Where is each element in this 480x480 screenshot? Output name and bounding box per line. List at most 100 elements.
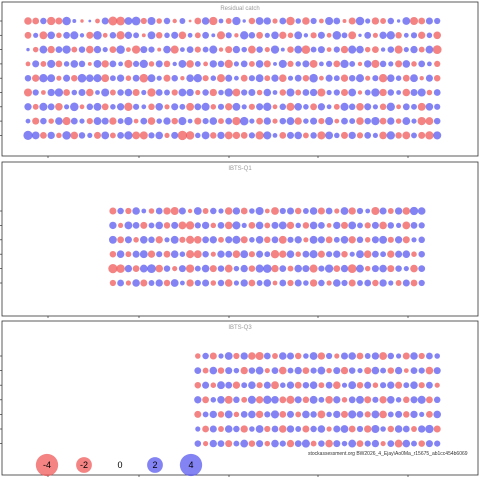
bubble bbox=[402, 117, 411, 126]
bubble bbox=[348, 439, 357, 448]
bubble bbox=[148, 280, 155, 286]
bubble bbox=[148, 208, 155, 214]
bubble bbox=[394, 366, 403, 375]
bubble bbox=[302, 410, 310, 419]
bubble bbox=[403, 32, 409, 38]
bubble bbox=[170, 279, 179, 287]
bubble bbox=[201, 264, 210, 273]
bubble bbox=[194, 17, 202, 25]
bubble bbox=[210, 132, 217, 139]
bubble bbox=[340, 425, 349, 433]
bubble bbox=[233, 425, 240, 433]
bubble bbox=[210, 75, 217, 81]
bubble bbox=[264, 32, 270, 38]
bubble bbox=[193, 250, 202, 259]
bubble bbox=[388, 61, 394, 67]
bubble bbox=[378, 74, 388, 83]
bubble bbox=[317, 366, 326, 375]
bubble bbox=[286, 395, 295, 404]
bubble bbox=[133, 103, 140, 110]
bubble bbox=[286, 16, 295, 26]
bubble bbox=[394, 439, 403, 448]
bubble bbox=[241, 382, 248, 389]
bubble bbox=[210, 104, 217, 110]
bubble bbox=[93, 117, 102, 126]
bubble bbox=[63, 89, 70, 96]
bubble bbox=[287, 75, 294, 81]
bubble bbox=[271, 439, 279, 448]
bubble bbox=[101, 17, 109, 25]
bubble bbox=[294, 74, 302, 82]
bubble bbox=[163, 74, 171, 82]
bubble bbox=[32, 89, 39, 96]
bubble bbox=[379, 279, 387, 287]
bubble bbox=[333, 221, 341, 230]
bubble bbox=[95, 18, 100, 24]
bubble bbox=[185, 221, 195, 230]
bubble bbox=[303, 33, 309, 38]
bubble bbox=[93, 45, 102, 54]
bubble bbox=[433, 89, 441, 96]
bubble bbox=[326, 367, 332, 374]
bubble bbox=[62, 16, 71, 26]
bubble bbox=[263, 117, 271, 125]
bubble bbox=[333, 425, 341, 433]
bubble bbox=[240, 264, 248, 273]
bubble bbox=[124, 221, 133, 230]
bubble bbox=[418, 265, 426, 272]
bubble bbox=[86, 88, 94, 97]
bubble bbox=[348, 88, 357, 97]
bubble bbox=[411, 61, 417, 67]
bubble bbox=[170, 206, 179, 216]
bubble bbox=[364, 222, 371, 229]
bubble bbox=[193, 74, 202, 83]
bubble bbox=[47, 31, 55, 40]
bubble bbox=[411, 237, 417, 243]
bubble bbox=[363, 250, 372, 258]
bubble bbox=[240, 352, 248, 360]
bubble bbox=[317, 131, 326, 140]
bubble bbox=[132, 222, 140, 229]
bubble bbox=[256, 103, 264, 111]
panel-2: IBTS-Q1 bbox=[0, 161, 479, 318]
bubble bbox=[187, 118, 193, 124]
bubble bbox=[224, 88, 233, 97]
bubble bbox=[141, 33, 146, 38]
bubble bbox=[394, 425, 403, 433]
bubble bbox=[64, 104, 70, 110]
bubble bbox=[40, 117, 47, 125]
bubble bbox=[279, 103, 287, 111]
bubble bbox=[255, 206, 264, 216]
bubble bbox=[87, 61, 92, 66]
bubble bbox=[194, 60, 201, 67]
bubble bbox=[124, 31, 133, 39]
bubble bbox=[141, 89, 147, 96]
bubble bbox=[209, 60, 217, 68]
bubble bbox=[194, 117, 202, 125]
bubble bbox=[217, 440, 225, 447]
bubble bbox=[248, 60, 255, 67]
bubble bbox=[240, 207, 248, 215]
bubble bbox=[325, 439, 333, 448]
bubble bbox=[434, 103, 441, 110]
bubble bbox=[93, 31, 102, 40]
bubble bbox=[124, 131, 133, 140]
bubble bbox=[109, 32, 117, 39]
bubble bbox=[341, 382, 348, 388]
bubble bbox=[295, 222, 301, 229]
bubble bbox=[24, 31, 32, 39]
bubble bbox=[271, 31, 279, 40]
bubble bbox=[333, 381, 341, 390]
bubble bbox=[217, 381, 225, 390]
bubble bbox=[147, 250, 156, 258]
bubble bbox=[317, 250, 325, 258]
bubble bbox=[248, 103, 255, 110]
bubble bbox=[287, 60, 294, 67]
bubble bbox=[170, 250, 179, 258]
bubble bbox=[172, 18, 177, 24]
bubble bbox=[418, 222, 425, 229]
bubble bbox=[372, 279, 379, 287]
bubble bbox=[364, 46, 371, 53]
bubble bbox=[209, 236, 217, 244]
bubble bbox=[425, 74, 433, 82]
